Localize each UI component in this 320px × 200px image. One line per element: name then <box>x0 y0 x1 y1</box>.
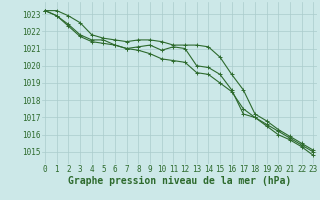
X-axis label: Graphe pression niveau de la mer (hPa): Graphe pression niveau de la mer (hPa) <box>68 176 291 186</box>
